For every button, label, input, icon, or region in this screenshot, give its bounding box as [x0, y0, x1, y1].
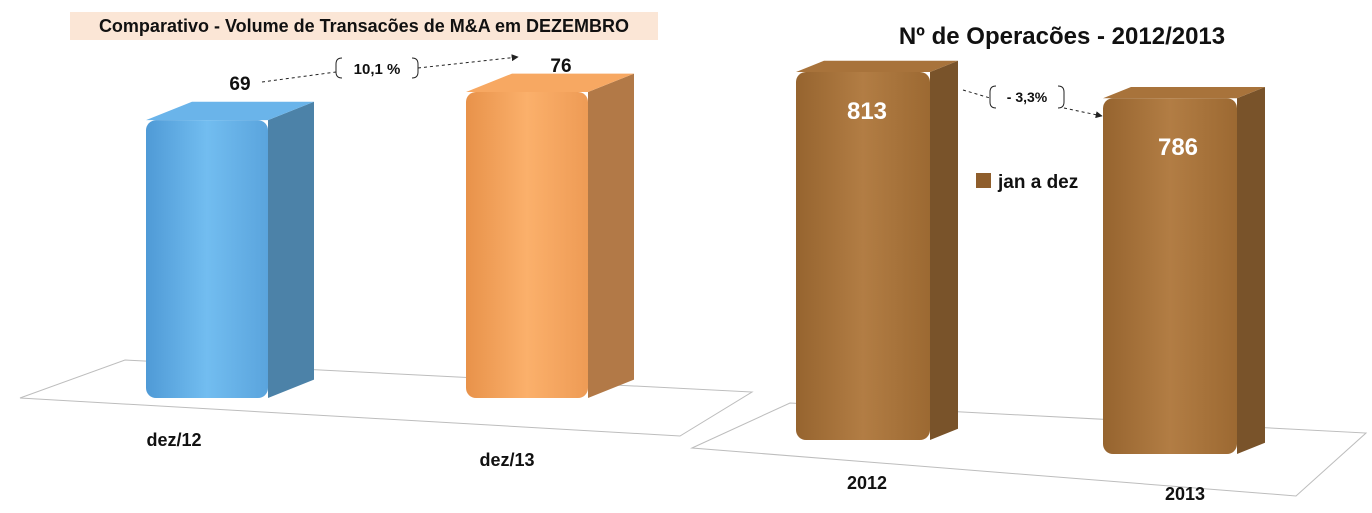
left-floor — [19, 359, 754, 437]
left-bar-1-front — [466, 92, 588, 398]
left-value-label-0: 69 — [229, 74, 250, 95]
left-bar-0-side — [268, 101, 314, 398]
right-change-arrow-b — [1063, 107, 1103, 119]
left-bar-0 — [146, 101, 314, 399]
right-bar-1-front — [1103, 98, 1237, 454]
left-bar-1-side — [588, 73, 634, 398]
left-bar-0-front — [146, 120, 268, 399]
left-change-arrow-b — [417, 54, 519, 69]
left-bracket-close — [411, 57, 419, 79]
right-value-label-0: 813 — [847, 98, 887, 125]
right-bar-0-front — [796, 72, 930, 440]
legend-swatch — [976, 173, 991, 188]
left-value-label-1: 76 — [550, 56, 571, 77]
right-bar-1 — [1103, 87, 1265, 455]
left-bar-1 — [466, 73, 634, 398]
left-xtick-0: dez/12 — [146, 430, 201, 450]
right-xtick-0: 2012 — [847, 473, 887, 493]
left-xtick-1: dez/13 — [479, 450, 534, 470]
left-change-annotation: 10,1 % — [354, 61, 401, 78]
right-change-arrow-a — [962, 89, 991, 99]
right-value-label-1: 786 — [1158, 134, 1198, 161]
right-bar-0-side — [930, 60, 958, 441]
left-change-arrow-a — [261, 71, 337, 83]
right-bar-1-top — [1103, 87, 1265, 99]
legend-label: jan a dez — [997, 172, 1078, 193]
right-change-annotation: - 3,3% — [1007, 89, 1048, 105]
left-bar-1-top — [466, 73, 634, 92]
left-chart-title: Comparativo - Volume de Transacões de M&… — [99, 16, 629, 36]
right-bar-0-top — [796, 60, 958, 72]
left-bar-0-top — [146, 101, 314, 121]
right-chart-title: Nº de Operacões - 2012/2013 — [899, 23, 1225, 50]
right-bar-0 — [796, 60, 958, 441]
left-bracket-open — [335, 57, 343, 79]
left-title-bg — [70, 12, 658, 40]
right-xtick-1: 2013 — [1165, 484, 1205, 504]
right-bracket-close — [1057, 85, 1065, 109]
right-bracket-open — [989, 85, 997, 109]
right-bar-1-side — [1237, 87, 1265, 455]
